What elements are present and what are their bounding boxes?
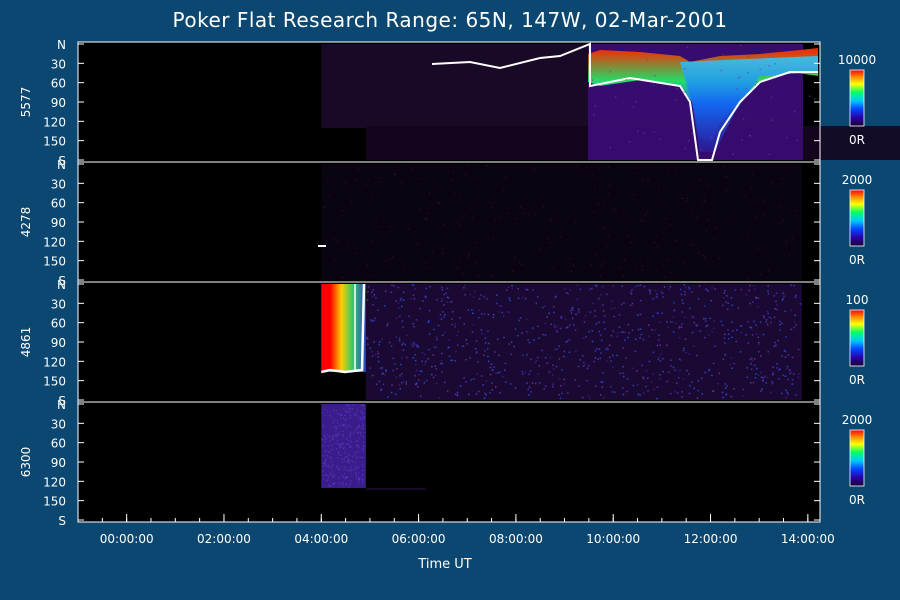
panel-label: 4861 xyxy=(19,327,33,358)
panel-label: 5577 xyxy=(19,87,33,118)
y-tick-label: 150 xyxy=(43,495,66,509)
x-tick-label: 02:00:00 xyxy=(197,532,251,546)
y-tick-label: 150 xyxy=(43,135,66,149)
y-tick-label: N xyxy=(57,38,66,52)
x-tick-label: 10:00:00 xyxy=(586,532,640,546)
y-tick-label: N xyxy=(57,398,66,412)
colorbar-max-label: 10000 xyxy=(838,53,876,67)
x-tick-label: 14:00:00 xyxy=(781,532,835,546)
y-tick-label: 30 xyxy=(51,297,66,311)
panel-background xyxy=(78,402,820,522)
colorbar-min-label: 0R xyxy=(849,493,865,507)
colorbar-max-label: 2000 xyxy=(842,173,873,187)
y-tick-label: 150 xyxy=(43,375,66,389)
colorbar-min-label: 0R xyxy=(849,373,865,387)
x-tick-label: 12:00:00 xyxy=(684,532,738,546)
x-tick-label: 04:00:00 xyxy=(294,532,348,546)
panel-4278: N 30 60 90 120 150 S 4278 2000 0R xyxy=(19,158,872,288)
y-tick-label: N xyxy=(57,158,66,172)
panel-label: 6300 xyxy=(19,447,33,478)
keogram-image-4861 xyxy=(320,283,802,400)
panel-6300: N 30 60 90 120 150 S 6300 2000 0R xyxy=(19,398,872,528)
keogram-image-5577 xyxy=(321,42,900,161)
panel-5577: N 30 60 90 120 150 S 5577 10000 0R xyxy=(19,38,900,168)
colorbar-max-label: 100 xyxy=(846,293,869,307)
y-tick-label: 90 xyxy=(51,456,66,470)
y-tick-label: 90 xyxy=(51,336,66,350)
panel-4861: N 30 60 90 120 150 S 4861 100 0R xyxy=(19,278,868,408)
colorbar xyxy=(850,190,864,246)
y-tick-label: S xyxy=(58,394,66,408)
colorbar-min-label: 0R xyxy=(849,253,865,267)
y-tick-label: 90 xyxy=(51,216,66,230)
chart-title: Poker Flat Research Range: 65N, 147W, 02… xyxy=(172,8,728,32)
keogram-image-4278 xyxy=(318,164,802,280)
y-tick-label: 120 xyxy=(43,115,66,129)
y-tick-label: 120 xyxy=(43,235,66,249)
panel-label: 4278 xyxy=(19,207,33,238)
y-tick-label: S xyxy=(58,514,66,528)
y-tick-label: 60 xyxy=(51,77,66,91)
y-tick-label: 90 xyxy=(51,96,66,110)
colorbar-min-label: 0R xyxy=(849,133,865,147)
y-tick-label: 30 xyxy=(51,417,66,431)
y-tick-label: S xyxy=(58,274,66,288)
colorbar xyxy=(850,310,864,366)
y-tick-label: S xyxy=(58,154,66,168)
keogram-image-6300 xyxy=(321,404,426,490)
y-tick-label: 60 xyxy=(51,437,66,451)
x-axis-label: Time UT xyxy=(417,557,471,572)
x-tick-label: 00:00:00 xyxy=(100,532,154,546)
y-tick-label: 120 xyxy=(43,475,66,489)
colorbar-max-label: 2000 xyxy=(842,413,873,427)
y-tick-label: 120 xyxy=(43,355,66,369)
y-tick-label: 60 xyxy=(51,317,66,331)
x-tick-label: 06:00:00 xyxy=(392,532,446,546)
y-tick-label: 150 xyxy=(43,255,66,269)
y-tick-label: N xyxy=(57,278,66,292)
y-tick-label: 60 xyxy=(51,197,66,211)
x-tick-label: 08:00:00 xyxy=(489,532,543,546)
y-tick-label: 30 xyxy=(51,177,66,191)
colorbar xyxy=(850,430,864,486)
y-tick-label: 30 xyxy=(51,57,66,71)
colorbar xyxy=(850,70,864,126)
